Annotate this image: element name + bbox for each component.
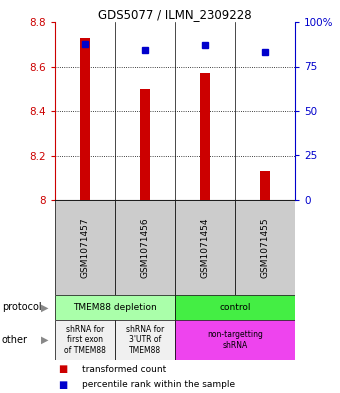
Bar [235, 200, 295, 295]
Bar [55, 295, 175, 320]
Text: GSM1071456: GSM1071456 [140, 217, 150, 278]
Text: GSM1071457: GSM1071457 [81, 217, 89, 278]
Bar [80, 38, 90, 200]
Text: ■: ■ [58, 380, 68, 390]
Text: ■: ■ [58, 364, 68, 374]
Bar [260, 171, 270, 200]
Bar [175, 200, 235, 295]
Bar [175, 320, 295, 360]
Text: non-targetting
shRNA: non-targetting shRNA [207, 330, 263, 350]
Text: control: control [219, 303, 251, 312]
Bar [115, 320, 175, 360]
Bar [55, 320, 115, 360]
Text: GSM1071455: GSM1071455 [260, 217, 270, 278]
Text: shRNA for
3'UTR of
TMEM88: shRNA for 3'UTR of TMEM88 [126, 325, 164, 355]
Text: ▶: ▶ [41, 335, 49, 345]
Title: GDS5077 / ILMN_2309228: GDS5077 / ILMN_2309228 [98, 8, 252, 21]
Text: other: other [2, 335, 28, 345]
Text: ▶: ▶ [41, 303, 49, 312]
Text: protocol: protocol [2, 303, 41, 312]
Text: TMEM88 depletion: TMEM88 depletion [73, 303, 157, 312]
Bar [55, 200, 115, 295]
Bar [115, 200, 175, 295]
Bar [175, 295, 295, 320]
Bar [200, 73, 210, 200]
Bar [140, 89, 150, 200]
Text: shRNA for
first exon
of TMEM88: shRNA for first exon of TMEM88 [64, 325, 106, 355]
Text: GSM1071454: GSM1071454 [201, 217, 209, 278]
Text: percentile rank within the sample: percentile rank within the sample [82, 380, 235, 389]
Text: transformed count: transformed count [82, 365, 167, 374]
